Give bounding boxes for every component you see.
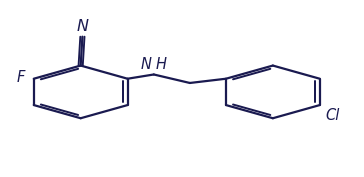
Text: N: N [141, 58, 152, 72]
Text: F: F [17, 70, 25, 85]
Text: H: H [155, 58, 166, 72]
Text: N: N [76, 19, 88, 34]
Text: Cl: Cl [325, 109, 339, 124]
